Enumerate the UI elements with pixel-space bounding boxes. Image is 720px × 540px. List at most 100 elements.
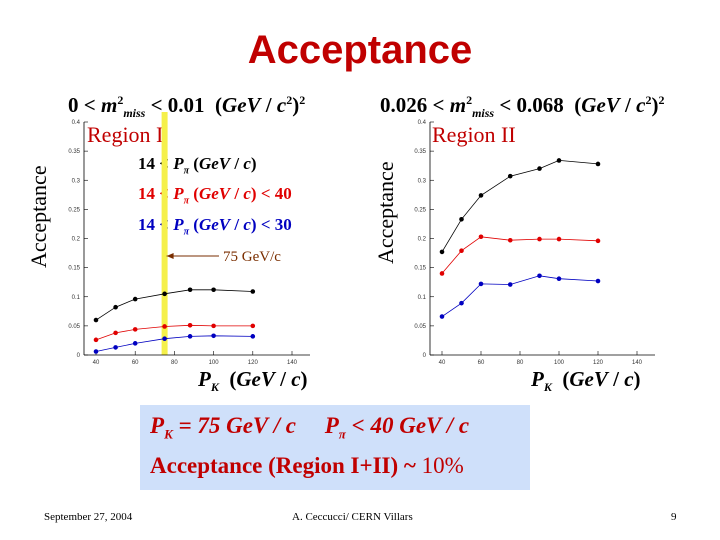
- y-tick-label: 0.35: [68, 149, 80, 155]
- data-point: [459, 300, 464, 306]
- legend-red-series: 14 < Pπ (GeV / c) < 40: [138, 184, 292, 207]
- x-tick-label: 140: [287, 360, 298, 366]
- footer-author: A. Ceccucci/ CERN Villars: [292, 511, 413, 523]
- data-point: [211, 287, 216, 293]
- x-tick-label: 100: [554, 360, 565, 366]
- chart-panel-1: 0 0.05 0.1 0.15 0.2 0.25 0.3 0.35 0.4 40 60 80 100 12…: [68, 112, 310, 366]
- x-tick-label: 80: [517, 360, 524, 366]
- data-point: [250, 323, 256, 329]
- data-point: [132, 327, 138, 332]
- y-tick-label: 0.25: [68, 207, 80, 213]
- x-tick-label: 100: [209, 360, 220, 366]
- data-point: [93, 317, 99, 323]
- data-point: [162, 324, 167, 329]
- data-point: [507, 237, 513, 243]
- x-tick-label: 40: [93, 360, 100, 366]
- footer-page-number: 9: [671, 511, 677, 523]
- summary-line-momenta: PK = 75 GeV / c Pπ < 40 GeV / c: [150, 413, 470, 442]
- series-line-1: [95, 289, 253, 321]
- data-point: [478, 234, 484, 240]
- data-point: [507, 173, 513, 179]
- y-tick-label: 0.05: [68, 324, 80, 330]
- data-point: [250, 334, 256, 339]
- x-tick-label: 120: [593, 360, 604, 366]
- left-x-axis-label: PK (GeV / c): [198, 367, 308, 395]
- data-point: [459, 248, 464, 254]
- data-point: [211, 333, 216, 339]
- data-point: [187, 287, 193, 293]
- series-line-2: [441, 236, 599, 274]
- data-point: [459, 216, 464, 222]
- y-tick-label: 0.35: [414, 149, 426, 155]
- legend-black-series: 14 < Pπ (GeV / c): [138, 154, 257, 177]
- footer-date: September 27, 2004: [44, 511, 133, 523]
- data-point: [478, 281, 484, 287]
- data-point: [537, 166, 542, 171]
- region-one-label: Region I: [87, 122, 164, 147]
- data-point: [162, 291, 167, 297]
- y-tick-label: 0.15: [414, 266, 426, 272]
- x-tick-label: 60: [478, 360, 485, 366]
- x-tick-label: 40: [439, 360, 446, 366]
- x-tick-label: 80: [171, 360, 178, 366]
- right-panel-range-title: 0.026 < m2miss < 0.068 (GeV / c2)2: [380, 93, 665, 121]
- y-tick-label: 0.4: [418, 120, 427, 126]
- summary-line-acceptance: Acceptance (Region I+II) ~ 10%: [150, 453, 464, 479]
- y-tick-label: 0.2: [72, 237, 81, 243]
- data-point: [187, 322, 193, 328]
- data-point: [478, 193, 484, 198]
- data-point: [113, 304, 118, 310]
- data-point: [595, 278, 601, 284]
- y-tick-label: 0.05: [414, 324, 426, 330]
- data-point: [595, 238, 601, 244]
- data-point: [162, 336, 167, 341]
- summary-acceptance-value: 10%: [421, 453, 464, 478]
- data-point: [132, 296, 138, 302]
- chart-panel-2: 0 0.05 0.1 0.15 0.2 0.25 0.3 0.35 0.4 40 60 80 100 12…: [414, 120, 655, 366]
- y-tick-label: 0: [423, 353, 427, 359]
- y-tick-label: 0.25: [414, 207, 426, 213]
- data-point: [507, 282, 513, 287]
- summary-box: PK = 75 GeV / c Pπ < 40 GeV / c Acceptan…: [140, 405, 530, 490]
- data-point: [439, 249, 445, 255]
- annotation-arrowhead: [166, 253, 174, 259]
- data-point: [537, 236, 542, 242]
- y-tick-label: 0.2: [418, 237, 427, 243]
- y-tick-label: 0.15: [68, 266, 80, 272]
- right-x-axis-label: PK (GeV / c): [531, 367, 641, 395]
- slide-title: Acceptance: [247, 28, 473, 72]
- y-tick-label: 0.3: [72, 178, 81, 184]
- data-point: [439, 271, 445, 276]
- highlight-annotation: 75 GeV/c: [223, 249, 281, 265]
- y-tick-label: 0.3: [418, 178, 427, 184]
- x-tick-label: 120: [248, 360, 259, 366]
- data-point: [556, 236, 562, 242]
- series-line-3: [441, 275, 599, 317]
- data-point: [439, 314, 445, 319]
- data-point: [556, 158, 562, 163]
- series-line-3: [95, 335, 253, 352]
- left-panel-range-title: 0 < m2miss < 0.01 (GeV / c2)2: [68, 93, 306, 121]
- data-point: [595, 161, 601, 167]
- data-point: [113, 330, 118, 336]
- data-point: [93, 337, 99, 343]
- highlight-band: [161, 112, 168, 355]
- data-point: [250, 289, 256, 294]
- x-tick-label: 140: [632, 360, 643, 366]
- data-point: [113, 345, 118, 350]
- y-tick-label: 0.1: [418, 295, 427, 301]
- series-line-1: [441, 159, 599, 253]
- x-tick-label: 60: [132, 360, 139, 366]
- data-point: [211, 323, 216, 329]
- data-point: [537, 273, 542, 279]
- y-tick-label: 0: [77, 353, 81, 359]
- data-point: [556, 276, 562, 281]
- legend-blue-series: 14 < Pπ (GeV / c) < 30: [138, 215, 292, 238]
- data-point: [187, 334, 193, 339]
- data-point: [132, 341, 138, 346]
- region-two-label: Region II: [432, 122, 516, 147]
- y-tick-label: 0.1: [72, 295, 81, 301]
- data-point: [93, 349, 99, 354]
- summary-acceptance-text: Acceptance (Region I+II) ~: [150, 453, 422, 478]
